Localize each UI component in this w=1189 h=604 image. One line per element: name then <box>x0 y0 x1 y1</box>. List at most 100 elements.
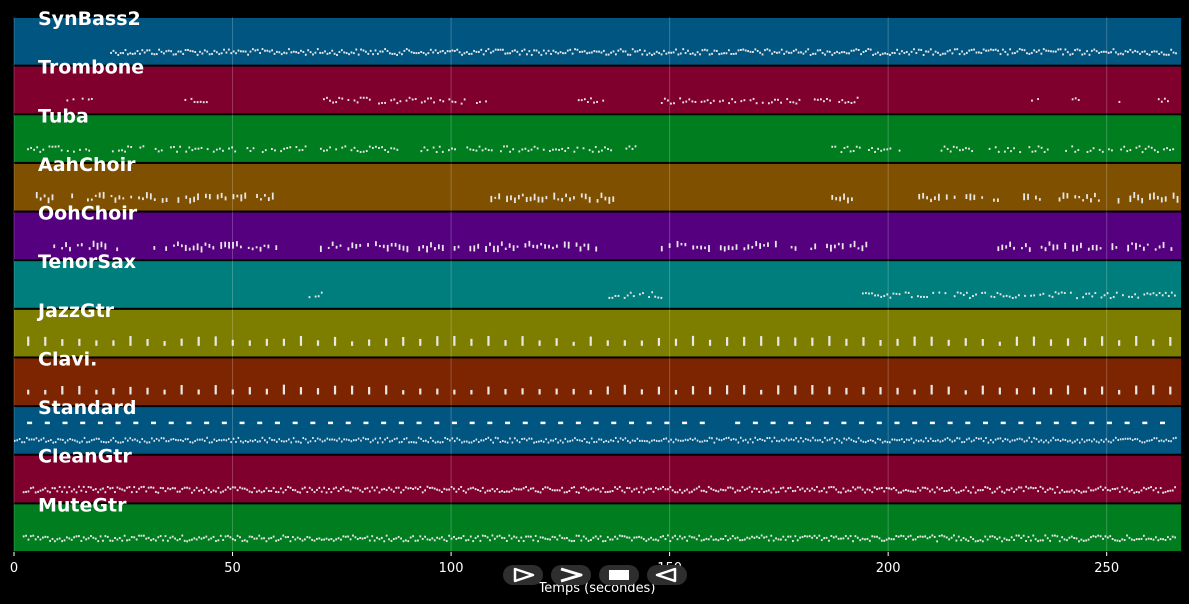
note-mark <box>126 53 129 56</box>
note-mark <box>1051 295 1054 298</box>
note-mark <box>1017 534 1020 537</box>
note-mark <box>445 540 448 543</box>
note-mark <box>917 48 920 51</box>
rewind-button[interactable] <box>647 565 687 585</box>
note-mark <box>1127 244 1130 252</box>
note-mark <box>824 53 826 56</box>
note-mark <box>681 491 684 494</box>
note-mark <box>1171 489 1174 492</box>
note-mark <box>977 539 979 542</box>
note-mark <box>715 538 717 541</box>
note-mark <box>752 441 754 444</box>
note-mark <box>704 246 706 250</box>
note-mark <box>1023 440 1026 443</box>
note-mark <box>316 340 320 346</box>
note-mark <box>179 145 182 148</box>
note-mark <box>172 438 175 441</box>
note-mark <box>403 438 406 441</box>
note-mark <box>316 437 319 440</box>
note-mark <box>929 490 931 493</box>
note-mark <box>528 50 531 53</box>
note-mark <box>847 489 850 492</box>
note-mark <box>912 538 914 541</box>
note-mark <box>802 52 805 55</box>
note-mark <box>492 441 494 444</box>
note-mark <box>728 102 730 105</box>
note-mark <box>441 244 444 252</box>
note-mark <box>861 537 864 540</box>
note-mark <box>1109 297 1112 300</box>
note-mark <box>629 441 632 444</box>
note-mark <box>419 338 422 346</box>
note-mark <box>417 52 420 55</box>
note-mark <box>595 440 598 443</box>
note-mark <box>761 438 764 441</box>
note-mark <box>1049 388 1053 395</box>
note-mark <box>731 246 734 251</box>
track-notes <box>66 96 1169 105</box>
track-band <box>14 309 1181 357</box>
note-mark <box>1102 50 1105 53</box>
note-mark <box>756 438 759 441</box>
note-mark <box>761 53 764 56</box>
note-mark <box>1066 490 1068 493</box>
note-mark <box>900 534 902 537</box>
note-mark <box>518 441 521 444</box>
note-mark <box>368 539 371 542</box>
note-mark <box>980 437 982 440</box>
note-mark <box>512 245 515 252</box>
note-mark <box>291 536 294 539</box>
note-mark <box>142 145 145 148</box>
note-mark <box>1159 538 1162 541</box>
note-mark <box>561 197 564 202</box>
note-mark <box>1147 145 1150 148</box>
note-mark <box>44 535 47 538</box>
stop-button[interactable] <box>599 565 639 585</box>
note-mark <box>274 421 280 425</box>
note-mark <box>860 53 862 56</box>
note-mark <box>555 148 557 151</box>
note-mark <box>63 539 66 542</box>
note-mark <box>413 51 415 54</box>
note-mark <box>873 535 876 538</box>
note-mark <box>340 440 343 443</box>
note-mark <box>715 437 718 440</box>
note-mark <box>629 291 632 294</box>
note-mark <box>256 440 259 443</box>
note-mark <box>163 52 165 55</box>
note-mark <box>453 487 455 490</box>
note-mark <box>469 535 472 538</box>
note-mark <box>497 437 499 440</box>
note-mark <box>186 540 189 543</box>
note-mark <box>128 486 131 489</box>
note-mark <box>896 387 899 395</box>
note-mark <box>160 437 163 440</box>
note-mark <box>881 441 884 444</box>
note-mark <box>284 489 287 492</box>
note-mark <box>431 537 434 540</box>
play-button[interactable] <box>503 565 543 585</box>
note-mark <box>610 439 612 442</box>
note-mark <box>222 490 225 493</box>
note-mark <box>587 539 590 542</box>
note-mark <box>53 487 56 490</box>
note-mark <box>646 53 649 56</box>
note-mark <box>934 50 937 53</box>
note-mark <box>1029 539 1032 542</box>
note-mark <box>908 439 910 442</box>
note-mark <box>748 486 751 489</box>
note-mark <box>845 438 848 441</box>
note-mark <box>435 151 438 154</box>
note-mark <box>264 439 266 442</box>
fast-forward-button[interactable] <box>551 565 591 585</box>
note-mark <box>1126 534 1128 537</box>
note-mark <box>1126 487 1128 490</box>
note-mark <box>1058 540 1061 543</box>
note-mark <box>169 488 172 491</box>
note-mark <box>381 146 383 149</box>
note-mark <box>320 538 323 541</box>
note-mark <box>297 52 300 55</box>
note-mark <box>955 539 958 542</box>
note-mark <box>165 50 168 53</box>
note-mark <box>486 489 489 492</box>
